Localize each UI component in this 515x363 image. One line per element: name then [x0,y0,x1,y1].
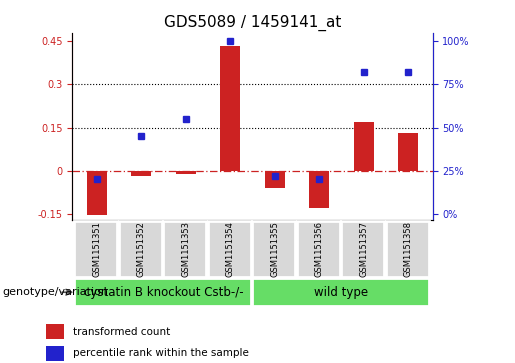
FancyBboxPatch shape [297,221,339,277]
FancyBboxPatch shape [252,221,295,277]
FancyBboxPatch shape [252,278,428,306]
Bar [220,46,240,171]
Bar [265,171,285,188]
FancyBboxPatch shape [386,221,428,277]
Text: GSM1151355: GSM1151355 [270,221,279,277]
Text: transformed count: transformed count [73,327,170,337]
Bar [354,122,373,171]
FancyBboxPatch shape [163,221,206,277]
FancyBboxPatch shape [74,221,117,277]
Text: GSM1151351: GSM1151351 [92,221,101,277]
Text: GSM1151356: GSM1151356 [315,221,323,277]
Bar [309,171,329,208]
Bar [46,346,64,361]
Text: GSM1151352: GSM1151352 [136,221,146,277]
FancyBboxPatch shape [119,221,162,277]
Text: GSM1151354: GSM1151354 [226,221,235,277]
Bar [398,133,418,171]
Text: cystatin B knockout Cstb-/-: cystatin B knockout Cstb-/- [83,286,243,299]
Text: GSM1151357: GSM1151357 [359,221,368,277]
Text: wild type: wild type [314,286,368,299]
Text: percentile rank within the sample: percentile rank within the sample [73,348,249,358]
Bar [176,171,196,174]
Bar [87,171,107,215]
Title: GDS5089 / 1459141_at: GDS5089 / 1459141_at [164,15,341,31]
Text: genotype/variation: genotype/variation [3,287,109,297]
FancyBboxPatch shape [74,278,251,306]
FancyBboxPatch shape [341,221,384,277]
FancyBboxPatch shape [208,221,251,277]
Bar [46,324,64,339]
Text: GSM1151358: GSM1151358 [404,221,413,277]
Bar [131,171,151,176]
Text: GSM1151353: GSM1151353 [181,221,190,277]
